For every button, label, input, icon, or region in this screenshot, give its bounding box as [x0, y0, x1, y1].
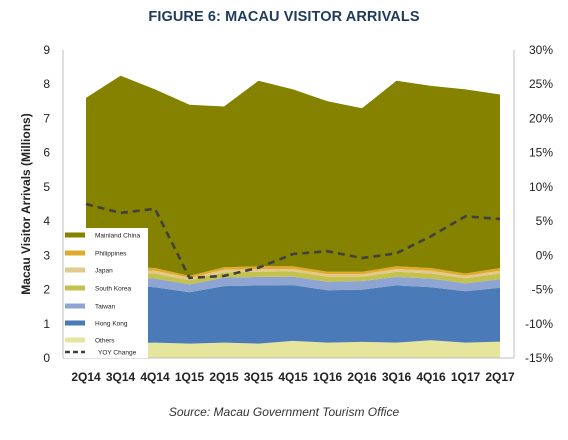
- chart-source: Source: Macau Government Tourism Office: [168, 405, 400, 419]
- x-tick-label: 2Q16: [347, 370, 377, 384]
- x-tick-label: 1Q17: [451, 370, 481, 384]
- y2-tick-label: -10%: [525, 317, 553, 331]
- x-tick-label: 4Q16: [416, 370, 446, 384]
- legend-swatch-philippines: [65, 250, 85, 256]
- legend-swatch-mainland-china: [65, 232, 85, 238]
- y2-tick-label: 10%: [529, 180, 553, 194]
- x-tick-label: 3Q14: [106, 370, 136, 384]
- y2-tick-label: -5%: [532, 283, 554, 297]
- legend-label-taiwan: Taiwan: [95, 303, 116, 310]
- area-taiwan: [86, 276, 500, 293]
- y2-tick-label: 20%: [529, 111, 553, 125]
- x-tick-label: 3Q16: [382, 370, 412, 384]
- legend-label-japan: Japan: [95, 267, 113, 274]
- y-tick-label: 0: [43, 351, 50, 365]
- legend-label-south-korea: South Korea: [95, 285, 132, 292]
- legend-swatch-south-korea: [65, 285, 85, 291]
- x-tick-label: 2Q14: [71, 370, 101, 384]
- x-tick-label: 4Q14: [140, 370, 170, 384]
- y2-tick-label: 15%: [529, 146, 553, 160]
- line-yoy-change: [85, 202, 501, 280]
- area-mainland-china: [86, 75, 500, 276]
- legend-swatch-others: [65, 337, 85, 343]
- legend-label-philippines: Philippines: [95, 250, 127, 257]
- legend-swatch-japan: [65, 267, 85, 273]
- y-tick-label: 2: [43, 283, 50, 297]
- legend-swatch-taiwan: [65, 303, 85, 309]
- y-axis-label: Macau Visitor Arrivals (Millions): [19, 113, 33, 294]
- x-tick-label: 2Q15: [209, 370, 239, 384]
- area-south-korea: [86, 271, 500, 285]
- y-tick-label: 4: [43, 214, 50, 228]
- legend-label-hong-kong: Hong Kong: [95, 320, 128, 327]
- x-tick-label: 3Q15: [244, 370, 274, 384]
- y-tick-label: 1: [43, 317, 50, 331]
- legend-box: [64, 228, 148, 358]
- y-tick-label: 8: [43, 77, 50, 91]
- y2-tick-label: 25%: [529, 77, 553, 91]
- y2-tick-label: -15%: [525, 351, 553, 365]
- legend-swatch-hong-kong: [65, 320, 85, 326]
- legend-label-yoy-change: YOY Change: [98, 349, 137, 356]
- y-tick-label: 3: [43, 248, 50, 262]
- y-tick-label: 5: [43, 180, 50, 194]
- x-tick-label: 2Q17: [485, 370, 515, 384]
- area-others: [86, 340, 500, 358]
- legend-label-others: Others: [95, 337, 115, 344]
- chart-title: FIGURE 6: MACAU VISITOR ARRIVALS: [148, 9, 420, 25]
- y2-tick-label: 5%: [536, 214, 554, 228]
- x-tick-label: 4Q15: [278, 370, 308, 384]
- y2-tick-label: 30%: [529, 43, 553, 57]
- y-tick-label: 9: [43, 43, 50, 57]
- x-tick-label: 1Q15: [175, 370, 205, 384]
- y-tick-label: 6: [43, 146, 50, 160]
- area-hong-kong: [86, 285, 500, 344]
- x-tick-label: 1Q16: [313, 370, 343, 384]
- y2-tick-label: 0%: [536, 248, 554, 262]
- legend-label-mainland-china: Mainland China: [95, 232, 141, 239]
- y-tick-label: 7: [43, 111, 50, 125]
